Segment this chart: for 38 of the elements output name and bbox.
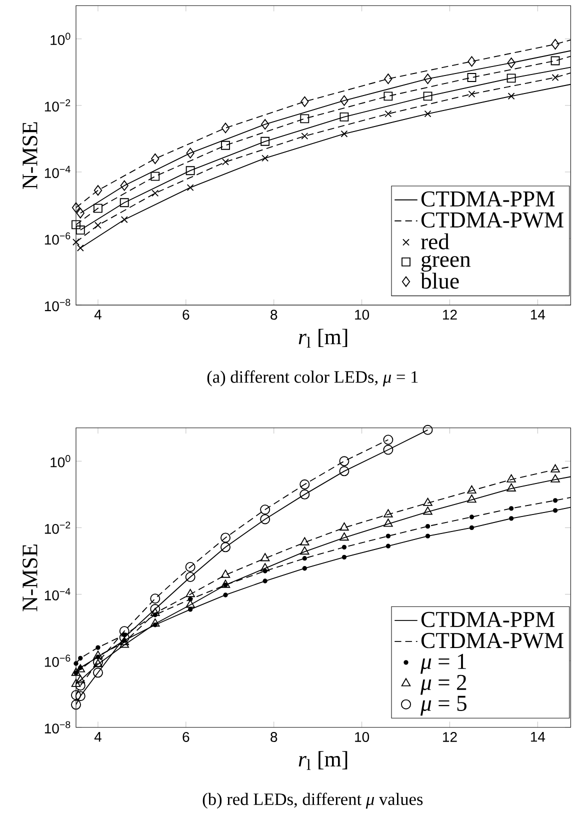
legend-label: CTDMA-PWM bbox=[421, 632, 564, 648]
text: (b) red LEDs, different μ values bbox=[202, 792, 423, 809]
x-tick-label: 12 bbox=[443, 310, 457, 320]
x-tick-label: 14 bbox=[530, 310, 546, 320]
legend-label: μ = 5 bbox=[420, 696, 466, 716]
y-tick-label: 10$^{−8}$ bbox=[44, 721, 70, 734]
y-tick-label: 10$^{−2}$ bbox=[44, 522, 70, 534]
x-axis-title: r$_{l}$ [m] bbox=[298, 328, 348, 348]
text: (a) different color LEDs, μ = 1 bbox=[207, 370, 418, 386]
x-tick-label: 14 bbox=[530, 732, 546, 742]
legend-label: green bbox=[422, 255, 471, 272]
legend-label: CTDMA-PPM bbox=[421, 612, 555, 628]
y-tick-label: 10$^{−4}$ bbox=[44, 166, 70, 178]
legend-label: μ = 1 bbox=[420, 654, 466, 674]
y-tick-label: 10$^{−2}$ bbox=[44, 99, 70, 112]
x-tick-label: 10 bbox=[355, 310, 370, 320]
x-tick-label: 4 bbox=[94, 732, 102, 742]
legend-label: μ = 2 bbox=[420, 674, 466, 695]
x-tick-label: 8 bbox=[270, 732, 278, 742]
x-tick-label: 10 bbox=[355, 732, 370, 742]
y-tick-label: 10$^{−6}$ bbox=[44, 654, 70, 667]
y-axis-title: N-MSE bbox=[22, 122, 38, 189]
y-tick-label: 10$^{−8}$ bbox=[44, 298, 70, 312]
y-tick-label: 10$^{−6}$ bbox=[44, 232, 70, 245]
x-tick-label: 6 bbox=[182, 310, 190, 320]
x-axis-title: r$_{l}$ [m] bbox=[298, 751, 348, 770]
y-axis-title: N-MSE bbox=[22, 544, 38, 612]
x-tick-label: 6 bbox=[182, 732, 190, 742]
legend-label: CTDMA-PWM bbox=[421, 212, 564, 228]
y-tick-label: 10$^{0}$ bbox=[50, 455, 70, 468]
legend-label: blue bbox=[420, 272, 459, 289]
y-tick-label: 10$^{−4}$ bbox=[44, 588, 70, 600]
legend-label: CTDMA-PPM bbox=[421, 191, 555, 207]
x-tick-label: 12 bbox=[443, 732, 457, 742]
x-tick-label: 4 bbox=[94, 310, 102, 320]
y-tick-label: 10$^{0}$ bbox=[50, 32, 70, 46]
x-tick-label: 8 bbox=[270, 310, 278, 320]
legend-label: red bbox=[420, 233, 450, 250]
